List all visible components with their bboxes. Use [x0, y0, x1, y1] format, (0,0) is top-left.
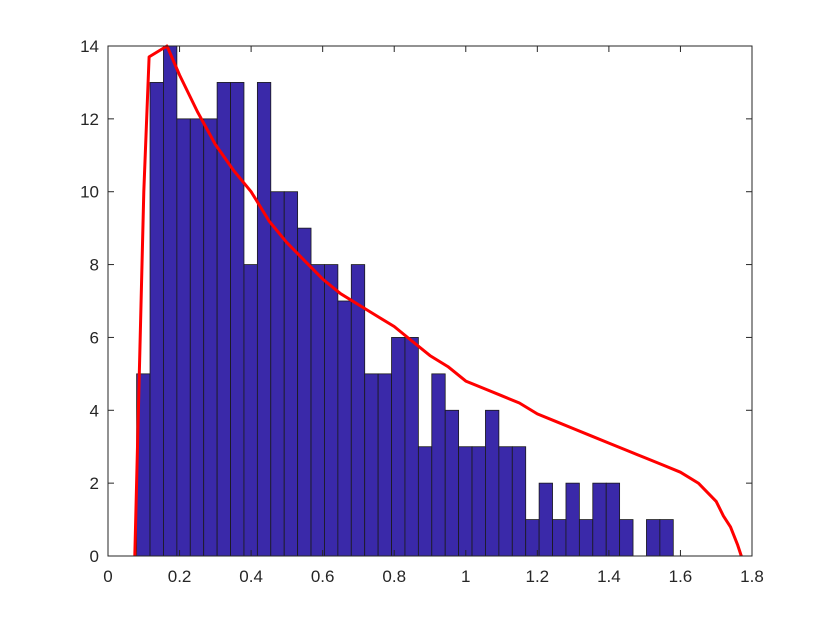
histogram-bar — [605, 482, 621, 557]
density-curve-group — [133, 44, 743, 557]
x-tick-label: 0 — [103, 567, 112, 586]
x-tick-label: 1.6 — [669, 567, 693, 586]
histogram-bar — [444, 409, 460, 557]
y-tick-label: 12 — [80, 110, 99, 129]
histogram-bar — [216, 82, 231, 557]
y-tick-label: 6 — [90, 328, 99, 347]
x-tick-label: 0.8 — [382, 567, 406, 586]
histogram-bar — [565, 482, 580, 557]
histogram-bar — [552, 519, 567, 557]
histogram-bars — [136, 45, 674, 557]
histogram-bar — [646, 519, 661, 557]
density-curve — [133, 44, 743, 557]
histogram-bar — [324, 264, 339, 557]
y-tick-label: 14 — [80, 37, 99, 56]
histogram-bar — [417, 446, 433, 557]
histogram-bar — [391, 337, 406, 557]
histogram-bar — [297, 227, 312, 557]
histogram-bar — [511, 446, 527, 557]
x-tick-label: 1.2 — [526, 567, 550, 586]
histogram-bar — [337, 300, 352, 557]
histogram-bar — [659, 519, 674, 557]
y-tick-label: 2 — [90, 474, 99, 493]
histogram-bar — [256, 82, 272, 557]
y-tick-label: 10 — [80, 183, 99, 202]
x-tick-label: 1 — [461, 567, 470, 586]
x-tick-label: 1.4 — [597, 567, 621, 586]
histogram-bar — [471, 446, 486, 557]
histogram-bar — [377, 373, 392, 557]
y-tick-label: 4 — [90, 401, 99, 420]
histogram-bar — [364, 373, 379, 557]
histogram-bar — [431, 373, 446, 557]
histogram-bar — [310, 264, 325, 557]
histogram-bar — [149, 82, 164, 557]
histogram-bar — [404, 337, 419, 557]
histogram-bar — [230, 82, 245, 557]
x-tick-label: 0.2 — [168, 567, 192, 586]
x-tick-label: 0.6 — [311, 567, 335, 586]
histogram-bar — [578, 519, 594, 557]
x-tick-label: 1.8 — [740, 567, 764, 586]
histogram-bar — [619, 519, 634, 557]
histogram-bar — [243, 264, 258, 557]
y-tick-label: 0 — [90, 547, 99, 566]
histogram-bar — [270, 191, 285, 557]
x-axis-ticks: 0 0.2 0.4 0.6 0.8 1 1.2 1.4 1.6 1.8 — [103, 46, 764, 586]
y-tick-label: 8 — [90, 256, 99, 275]
histogram-bar — [498, 446, 513, 557]
axes — [107, 45, 753, 557]
histogram-bar — [592, 482, 607, 557]
plot-frame — [107, 45, 753, 557]
histogram-bar — [458, 446, 473, 557]
histogram-bar — [538, 482, 553, 557]
histogram-bar — [203, 118, 218, 557]
histogram-bar — [485, 409, 500, 557]
histogram-bar — [189, 118, 205, 557]
histogram-bar — [163, 45, 178, 557]
histogram-bar — [176, 118, 191, 557]
y-axis-ticks: 0 2 4 6 8 10 12 14 — [80, 37, 752, 566]
x-tick-label: 0.4 — [239, 567, 263, 586]
